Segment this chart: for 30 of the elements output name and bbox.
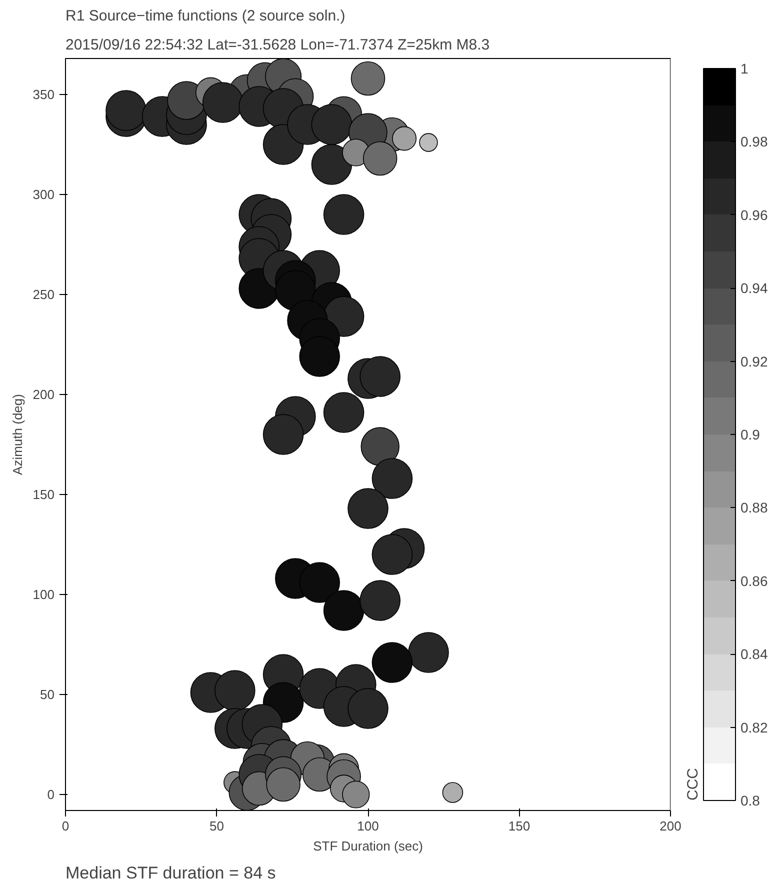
color-bar-label: 0.82 — [740, 719, 768, 736]
y-tick-label: 300 — [32, 187, 55, 202]
color-bar-label: 0.9 — [740, 426, 760, 442]
y-tick-label: 0 — [47, 787, 55, 802]
x-tick-label: 0 — [62, 818, 70, 834]
x-tick-label: 200 — [660, 818, 682, 834]
color-bar-label: 0.8 — [740, 792, 760, 808]
y-tick-label: 150 — [32, 487, 55, 502]
chart-title: R1 Source−time functions (2 source soln.) — [66, 8, 346, 24]
y-tick-label: 350 — [32, 87, 55, 102]
color-bar-label: 0.92 — [740, 353, 768, 370]
color-bar-label: 0.86 — [740, 572, 768, 589]
y-tick-label: 250 — [32, 287, 55, 302]
y-axis-title: Azimuth (deg) — [10, 394, 25, 475]
chart-subtitle: 2015/09/16 22:54:32 Lat=-31.5628 Lon=-71.7374 Z=25km M8.3 — [66, 36, 490, 54]
x-axis-title: STF Duration (sec) — [313, 838, 423, 854]
x-tick-label: 150 — [508, 818, 530, 834]
y-tick-label: 200 — [32, 387, 55, 402]
y-tick-label: 50 — [40, 687, 55, 702]
x-tick-label: 100 — [357, 818, 379, 834]
color-bar-label: 0.98 — [740, 134, 768, 150]
x-tick-label: 50 — [210, 818, 224, 834]
color-bar-label: 1 — [740, 60, 748, 76]
color-bar-label: 0.94 — [740, 280, 768, 296]
color-bar-title: CCC — [684, 768, 702, 800]
y-tick-label: 100 — [32, 587, 55, 602]
color-bar-label: 0.88 — [740, 500, 768, 516]
color-bar-label: 0.84 — [740, 646, 768, 662]
color-bar-label: 0.96 — [740, 206, 768, 223]
text: Median STF duration = 84 s — [66, 864, 276, 882]
